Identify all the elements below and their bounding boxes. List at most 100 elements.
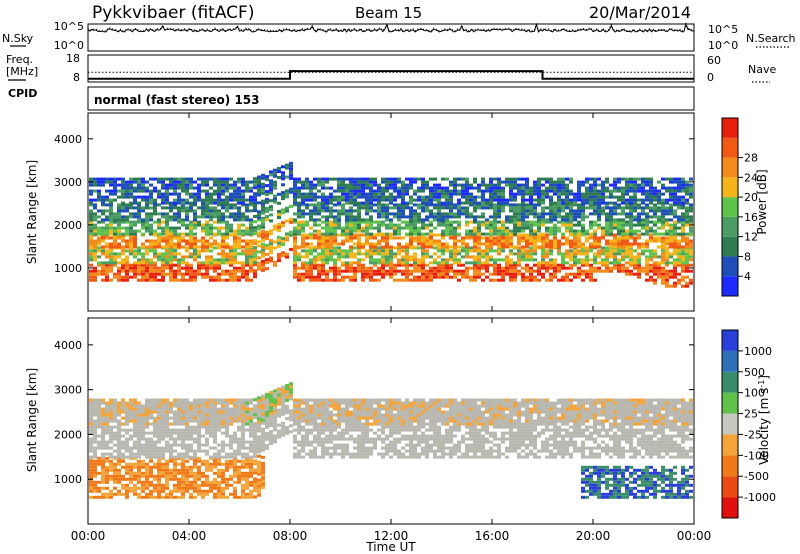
- scatter-cell: [621, 263, 625, 267]
- scatter-cell: [141, 232, 145, 236]
- scatter-cell: [97, 419, 101, 423]
- scatter-cell: [89, 201, 93, 205]
- scatter-cell: [209, 195, 213, 199]
- scatter-cell: [505, 269, 509, 273]
- scatter-cell: [585, 239, 589, 243]
- scatter-cell: [269, 259, 273, 263]
- scatter-cell: [509, 263, 513, 267]
- scatter-cell: [117, 462, 121, 466]
- scatter-cell: [253, 263, 257, 267]
- scatter-cell: [229, 272, 233, 276]
- scatter-cell: [661, 203, 665, 207]
- scatter-cell: [457, 272, 461, 276]
- scatter-cell: [241, 266, 245, 270]
- scatter-cell: [497, 220, 501, 224]
- scatter-cell: [437, 263, 441, 267]
- scatter-cell: [489, 258, 493, 262]
- scatter-cell: [133, 242, 137, 246]
- scatter-cell: [609, 183, 613, 187]
- scatter-cell: [629, 226, 633, 230]
- scatter-cell: [325, 223, 329, 227]
- scatter-cell: [661, 212, 665, 216]
- scatter-cell: [357, 233, 361, 237]
- scatter-cell: [349, 192, 353, 196]
- scatter-cell: [625, 192, 629, 196]
- scatter-cell: [317, 183, 321, 187]
- scatter-cell: [673, 215, 677, 219]
- scatter-cell: [673, 239, 677, 243]
- scatter-cell: [369, 232, 373, 236]
- scatter-cell: [257, 231, 261, 235]
- scatter-cell: [177, 471, 181, 475]
- scatter-cell: [553, 212, 557, 216]
- scatter-cell: [369, 206, 373, 210]
- scatter-cell: [569, 239, 573, 243]
- scatter-cell: [257, 218, 261, 222]
- scatter-cell: [105, 198, 109, 202]
- scatter-cell: [493, 195, 497, 199]
- scatter-cell: [681, 198, 685, 202]
- scatter-cell: [609, 192, 613, 196]
- scatter-cell: [413, 203, 417, 207]
- scatter-cell: [129, 416, 133, 420]
- scatter-cell: [133, 269, 137, 273]
- scatter-cell: [589, 269, 593, 273]
- scatter-cell: [197, 192, 201, 196]
- scatter-cell: [113, 183, 117, 187]
- scatter-cell: [337, 249, 341, 253]
- scatter-cell: [669, 252, 673, 256]
- scatter-cell: [149, 218, 153, 222]
- scatter-cell: [633, 255, 637, 259]
- scatter-cell: [397, 177, 401, 181]
- scatter-cell: [577, 239, 581, 243]
- scatter-cell: [349, 189, 353, 193]
- scatter-cell: [121, 236, 125, 240]
- scatter-cell: [569, 229, 573, 233]
- scatter-cell: [269, 173, 273, 177]
- scatter-cell: [353, 223, 357, 227]
- scatter-cell: [165, 398, 169, 402]
- scatter-cell: [573, 252, 577, 256]
- scatter-cell: [425, 272, 429, 276]
- scatter-cell: [305, 249, 309, 253]
- scatter-cell: [545, 266, 549, 270]
- scatter-cell: [417, 242, 421, 246]
- scatter-cell: [649, 249, 653, 253]
- scatter-cell: [137, 434, 141, 438]
- scatter-cell: [529, 201, 533, 205]
- scatter-cell: [673, 284, 677, 288]
- scatter-cell: [437, 233, 441, 237]
- scatter-cell: [249, 226, 253, 230]
- scatter-cell: [109, 419, 113, 423]
- scatter-cell: [681, 258, 685, 262]
- scatter-cell: [653, 215, 657, 219]
- scatter-cell: [309, 258, 313, 262]
- scatter-cell: [373, 258, 377, 262]
- scatter-cell: [181, 465, 185, 469]
- scatter-cell: [321, 192, 325, 196]
- scatter-cell: [557, 212, 561, 216]
- scatter-cell: [117, 223, 121, 227]
- scatter-cell: [425, 183, 429, 187]
- freq-right-tick-top: 60: [707, 54, 721, 67]
- scatter-cell: [169, 422, 173, 426]
- scatter-cell: [133, 198, 137, 202]
- scatter-cell: [177, 180, 181, 184]
- scatter-cell: [157, 245, 161, 249]
- scatter-cell: [413, 278, 417, 282]
- scatter-cell: [253, 195, 257, 199]
- scatter-cell: [301, 233, 305, 237]
- scatter-cell: [641, 223, 645, 227]
- scatter-cell: [633, 261, 637, 265]
- scatter-cell: [421, 209, 425, 213]
- scatter-cell: [201, 266, 205, 270]
- scatter-cell: [521, 239, 525, 243]
- scatter-cell: [257, 175, 261, 179]
- scatter-cell: [313, 209, 317, 213]
- scatter-cell: [685, 236, 689, 240]
- scatter-cell: [493, 212, 497, 216]
- scatter-cell: [357, 215, 361, 219]
- scatter-cell: [669, 269, 673, 273]
- scatter-cell: [673, 186, 677, 190]
- scatter-cell: [349, 275, 353, 279]
